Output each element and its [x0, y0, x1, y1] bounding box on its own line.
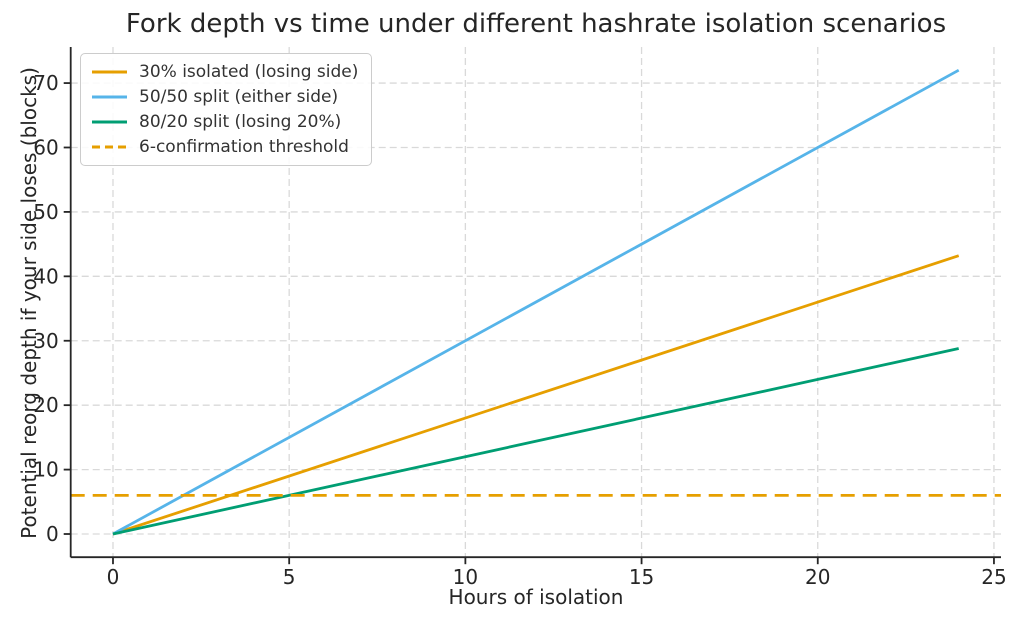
series-line [112, 254, 960, 536]
legend-label: 30% isolated (losing side) [139, 62, 359, 82]
x-axis-label: Hours of isolation [448, 585, 624, 609]
y-axis-label: Potential reorg depth if your side loses… [17, 67, 41, 539]
x-tick-label: 25 [981, 565, 1006, 589]
legend-label: 6-confirmation threshold [139, 137, 349, 157]
x-tick-label: 10 [453, 565, 478, 589]
legend-label: 80/20 split (losing 20%) [139, 112, 342, 132]
legend-line-swatch [92, 70, 127, 74]
series-line [112, 347, 960, 536]
x-tick-label: 20 [805, 565, 830, 589]
series-line [112, 68, 960, 536]
y-tick-label: 60 [33, 135, 58, 159]
chart-title: Fork depth vs time under different hashr… [125, 9, 947, 39]
legend: 30% isolated (losing side) 50/50 split (… [80, 53, 373, 166]
legend-item: 80/20 split (losing 20%) [91, 111, 358, 133]
y-tick-label: 70 [33, 71, 58, 95]
legend-line-swatch [92, 120, 127, 124]
x-tick-label: 0 [107, 565, 120, 589]
legend-item: 6-confirmation threshold [91, 136, 358, 158]
legend-item: 30% isolated (losing side) [91, 61, 358, 83]
x-tick-label: 15 [629, 565, 654, 589]
y-tick-label: 0 [46, 522, 59, 546]
legend-label: 50/50 split (either side) [139, 87, 339, 107]
y-tick-label: 30 [33, 329, 58, 353]
legend-line-swatch [92, 145, 127, 149]
legend-item: 50/50 split (either side) [91, 86, 358, 108]
y-tick-label: 10 [33, 458, 58, 482]
legend-line-swatch [92, 95, 127, 99]
x-tick-label: 5 [283, 565, 296, 589]
y-tick-label: 40 [33, 264, 58, 288]
y-tick-label: 20 [33, 393, 58, 417]
y-tick-label: 50 [33, 200, 58, 224]
